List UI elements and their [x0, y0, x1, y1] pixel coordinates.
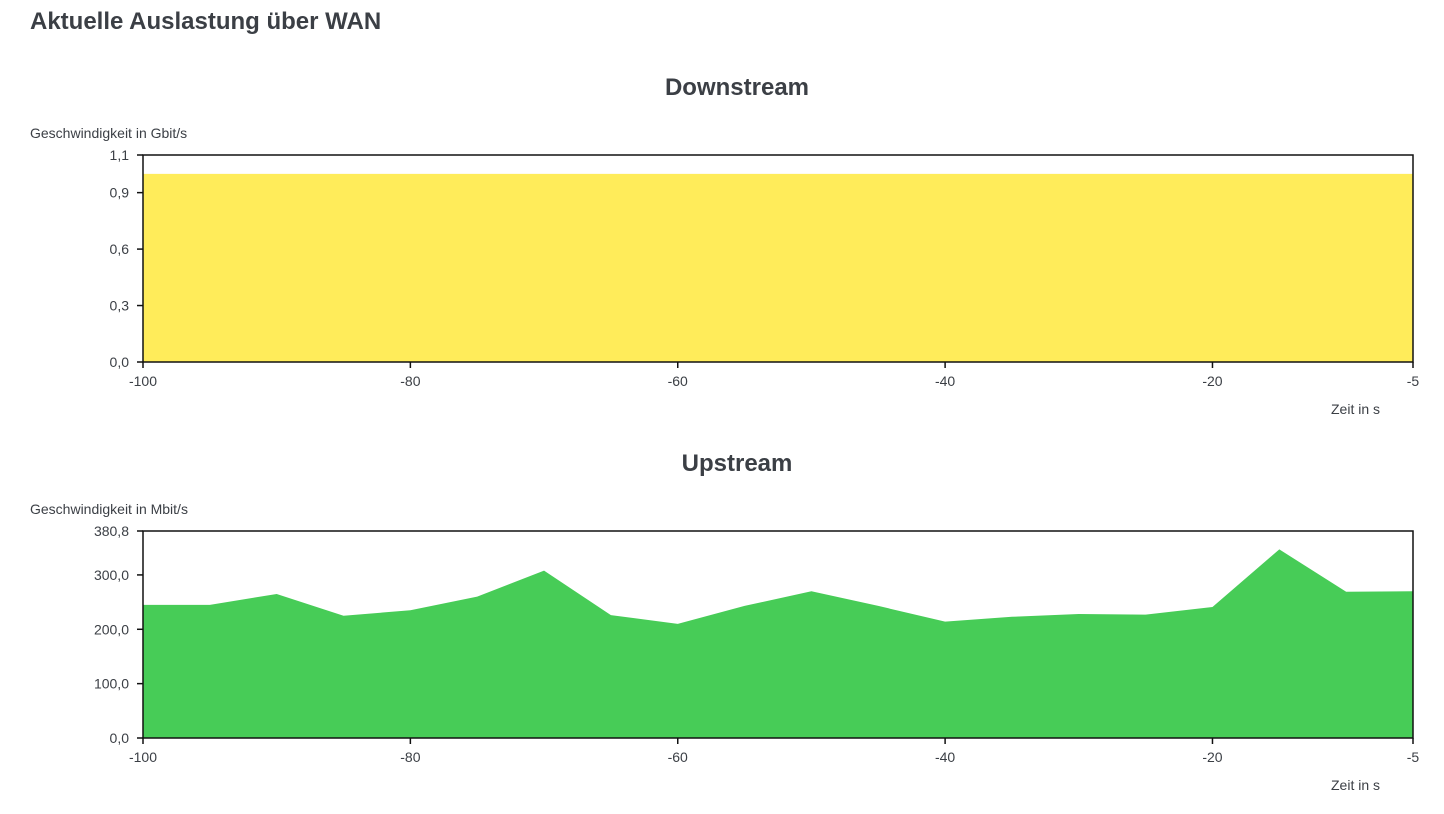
- downstream-plot: 0,0 0,3 0,6 0,9 1,1 -100 -80 -60 -40 -20 -5: [110, 147, 1420, 389]
- upstream-y-tick-label: 100,0: [94, 676, 129, 692]
- downstream-y-tick-label: 0,9: [110, 185, 130, 201]
- page-title: Aktuelle Auslastung über WAN: [30, 8, 382, 35]
- downstream-chart-title: Downstream: [664, 74, 810, 101]
- downstream-y-tick-label: 0,6: [110, 241, 130, 257]
- upstream-chart-title: Upstream: [681, 450, 793, 477]
- upstream-plot: 0,0 100,0 200,0 300,0 380,8 -100 -80 -60 -40 -20 -…: [94, 523, 1419, 765]
- downstream-x-tick-label: -80: [400, 373, 420, 389]
- upstream-x-tick-label: -80: [400, 749, 420, 765]
- downstream-x-axis-label: Zeit in s: [1331, 401, 1381, 417]
- downstream-x-tick-label: -20: [1202, 373, 1222, 389]
- upstream-x-tick-label: -20: [1202, 749, 1222, 765]
- upstream-y-tick-label: 0,0: [110, 730, 130, 746]
- upstream-y-tick-label: 300,0: [94, 567, 129, 583]
- upstream-chart: Upstream Geschwindigkeit in Mbit/s 0,0 10…: [0, 440, 1444, 810]
- downstream-plot-frame: [142, 154, 1414, 363]
- downstream-y-tick-label: 0,0: [110, 354, 130, 370]
- upstream-area-series: [143, 549, 1413, 738]
- upstream-y-tick-label: 380,8: [94, 523, 129, 539]
- downstream-x-tick-label: -5: [1407, 373, 1420, 389]
- downstream-y-tick-label: 0,3: [110, 298, 130, 314]
- downstream-x-tick-label: -40: [935, 373, 955, 389]
- upstream-x-axis-label: Zeit in s: [1331, 777, 1381, 793]
- downstream-x-tick-label: -60: [668, 373, 688, 389]
- upstream-x-tick-label: -100: [129, 749, 157, 765]
- downstream-chart: Downstream Geschwindigkeit in Gbit/s 0,0…: [0, 64, 1444, 434]
- downstream-area-series: [143, 173, 1413, 362]
- upstream-y-tick-label: 200,0: [94, 621, 129, 637]
- upstream-x-tick-label: -60: [668, 749, 688, 765]
- upstream-plot-frame: [142, 530, 1414, 739]
- upstream-x-tick-label: -40: [935, 749, 955, 765]
- upstream-y-axis-label: Geschwindigkeit in Mbit/s: [30, 501, 188, 517]
- downstream-x-tick-label: -100: [129, 373, 157, 389]
- downstream-y-axis-label: Geschwindigkeit in Gbit/s: [30, 125, 188, 141]
- downstream-y-tick-label: 1,1: [110, 147, 130, 163]
- upstream-x-tick-label: -5: [1407, 749, 1420, 765]
